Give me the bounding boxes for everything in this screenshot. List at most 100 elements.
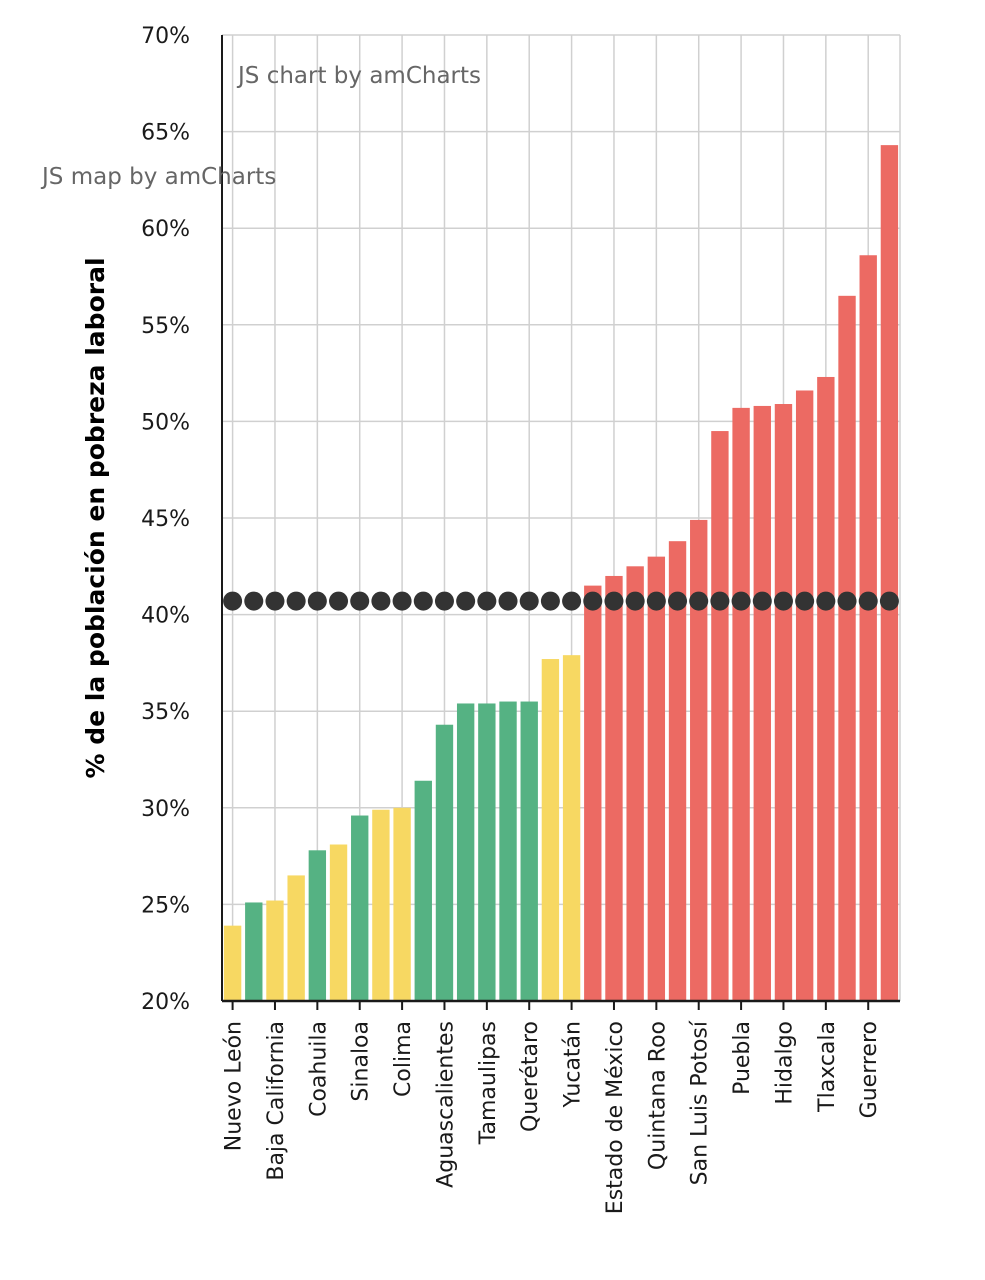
category-label: Estado de México (603, 1021, 628, 1214)
bar[interactable] (817, 376, 835, 1001)
reference-dot (604, 591, 624, 611)
bar[interactable] (626, 566, 644, 1001)
reference-dots (223, 591, 899, 611)
bar[interactable] (668, 541, 687, 1001)
reference-dot (371, 591, 391, 611)
reference-dot (795, 591, 815, 611)
bar[interactable] (435, 724, 454, 1001)
reference-dot (307, 591, 327, 611)
reference-dot (329, 591, 349, 611)
y-tick-label: 40% (141, 604, 190, 629)
category-label: Tamaulipas (476, 1021, 501, 1145)
reference-dot (540, 591, 560, 611)
reference-dot (858, 591, 878, 611)
bars (223, 145, 899, 1002)
reference-dot (625, 591, 645, 611)
reference-dot (773, 591, 793, 611)
bar[interactable] (859, 255, 877, 1002)
category-label: Yucatán (561, 1021, 586, 1109)
y-tick-label: 30% (141, 797, 190, 822)
bar[interactable] (266, 900, 284, 1001)
category-label: Sinaloa (349, 1021, 374, 1102)
y-tick-label: 35% (141, 700, 190, 725)
reference-dot (710, 591, 730, 611)
category-labels: Nuevo León Baja California Coahuila Sinaloa… (222, 1020, 883, 1214)
chart-credit-link[interactable]: JS chart by amCharts (236, 63, 481, 89)
category-label: Aguascalientes (433, 1021, 458, 1188)
y-tick-label: 70% (141, 24, 190, 49)
y-tick-label: 55% (141, 314, 190, 339)
reference-dot (583, 591, 603, 611)
bar[interactable] (562, 655, 581, 1001)
bar[interactable] (456, 703, 475, 1001)
category-label: Tlaxcala (815, 1021, 840, 1113)
reference-dot (392, 591, 412, 611)
reference-dot (562, 591, 582, 611)
bar[interactable] (732, 407, 750, 1002)
reference-dot (350, 591, 370, 611)
y-tick-label: 20% (141, 990, 190, 1015)
reference-dot (434, 591, 454, 611)
y-tick-label: 25% (141, 893, 190, 918)
bar[interactable] (605, 575, 623, 1001)
category-label: Hidalgo (772, 1021, 797, 1105)
bar[interactable] (329, 844, 348, 1001)
category-label: Guerrero (857, 1021, 882, 1118)
bar[interactable] (308, 850, 327, 1001)
category-label: Puebla (730, 1021, 755, 1095)
bar[interactable] (795, 390, 814, 1001)
reference-dot (668, 591, 688, 611)
y-tick-label: 65% (141, 121, 190, 146)
bar[interactable] (223, 925, 242, 1001)
bar[interactable] (541, 659, 560, 1001)
bar[interactable] (245, 902, 263, 1001)
reference-dot (265, 591, 285, 611)
reference-dot (498, 591, 518, 611)
reference-dot (456, 591, 476, 611)
bar[interactable] (414, 780, 432, 1001)
bar[interactable] (393, 807, 411, 1001)
reference-dot (519, 591, 539, 611)
bar[interactable] (478, 703, 496, 1001)
bar[interactable] (584, 585, 602, 1001)
reference-dot (689, 591, 709, 611)
bar[interactable] (838, 295, 856, 1001)
y-tick-labels: 20% 25% 30% 35% 40% 45% 50% 55% 60% 65% 70% (141, 24, 190, 1015)
reference-dot (816, 591, 836, 611)
reference-dot (223, 591, 243, 611)
reference-dot (731, 591, 751, 611)
map-credit-link[interactable]: JS map by amCharts (40, 164, 276, 190)
bar[interactable] (647, 556, 666, 1001)
bar[interactable] (499, 701, 517, 1001)
reference-dot (837, 591, 857, 611)
y-tick-label: 60% (141, 217, 190, 242)
bar[interactable] (753, 405, 771, 1002)
y-tick-label: 45% (141, 507, 190, 532)
reference-dot (646, 591, 666, 611)
bar[interactable] (287, 875, 305, 1001)
reference-dot (413, 591, 433, 611)
reference-dot (752, 591, 772, 611)
category-label: Colima (391, 1021, 416, 1097)
axes (221, 35, 900, 1010)
bar[interactable] (351, 815, 369, 1001)
category-label: Baja California (264, 1021, 289, 1181)
bar[interactable] (711, 431, 729, 1001)
reference-dot (286, 591, 306, 611)
category-label: Querétaro (518, 1021, 543, 1132)
category-label: Nuevo León (222, 1021, 247, 1151)
reference-dot (244, 591, 264, 611)
bar[interactable] (690, 519, 708, 1001)
bar[interactable] (372, 809, 390, 1001)
bar[interactable] (880, 145, 899, 1001)
bar[interactable] (774, 404, 793, 1002)
reference-dot (879, 591, 899, 611)
y-tick-label: 50% (141, 410, 190, 435)
y-axis-title: % de la población en pobreza laboral (81, 257, 110, 778)
category-label: San Luis Potosí (688, 1020, 713, 1185)
reference-dot (477, 591, 497, 611)
bar[interactable] (520, 701, 538, 1001)
category-label: Coahuila (306, 1021, 331, 1117)
